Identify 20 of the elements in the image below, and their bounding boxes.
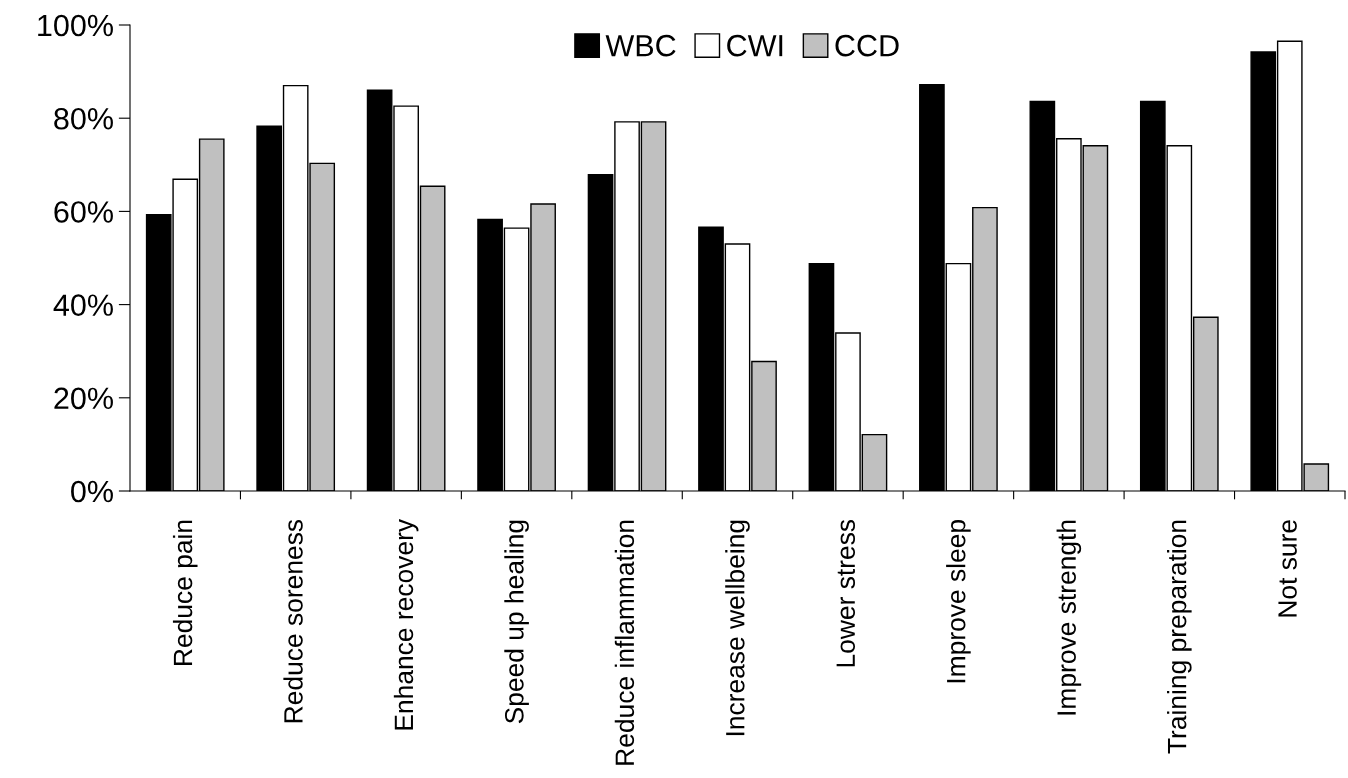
- legend-label: CCD: [835, 34, 899, 57]
- y-tick-label: 0%: [71, 480, 113, 503]
- x-tick-label: Reduce inflammation: [614, 520, 635, 765]
- x-tick-label: Not sure: [1278, 520, 1297, 617]
- x-tick-label: Enhance recovery: [393, 519, 419, 730]
- x-tick-label: Training preparation: [1167, 520, 1192, 754]
- x-tick-label: Reduce soreness: [283, 519, 303, 723]
- y-tick-label: 100%: [38, 14, 113, 37]
- legend-label: WBC: [605, 34, 676, 57]
- y-tick-label: 40%: [53, 294, 113, 316]
- x-tick-label: Improve sleep: [946, 520, 971, 683]
- x-tick-label: Increase wellbeing: [725, 520, 750, 736]
- y-tick-label: 20%: [54, 387, 113, 410]
- y-tick-label: 80%: [54, 107, 113, 130]
- y-tick-label: 60%: [54, 201, 113, 223]
- x-tick-label: Speed up healing: [504, 520, 529, 724]
- x-tick-label: Reduce pain: [172, 520, 198, 665]
- x-tick-label: Improve strength: [1056, 520, 1082, 715]
- legend-label: CWI: [727, 34, 783, 57]
- x-tick-label: Lower stress: [836, 519, 856, 667]
